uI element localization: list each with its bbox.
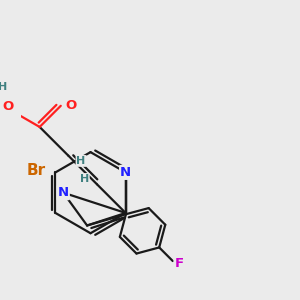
Text: H: H	[0, 82, 8, 92]
Text: H: H	[76, 156, 86, 166]
Text: O: O	[66, 99, 77, 112]
Text: Br: Br	[27, 163, 46, 178]
Text: N: N	[58, 186, 69, 199]
Text: O: O	[3, 100, 14, 113]
Text: N: N	[120, 166, 131, 179]
Text: H: H	[80, 174, 89, 184]
Text: F: F	[175, 257, 184, 270]
